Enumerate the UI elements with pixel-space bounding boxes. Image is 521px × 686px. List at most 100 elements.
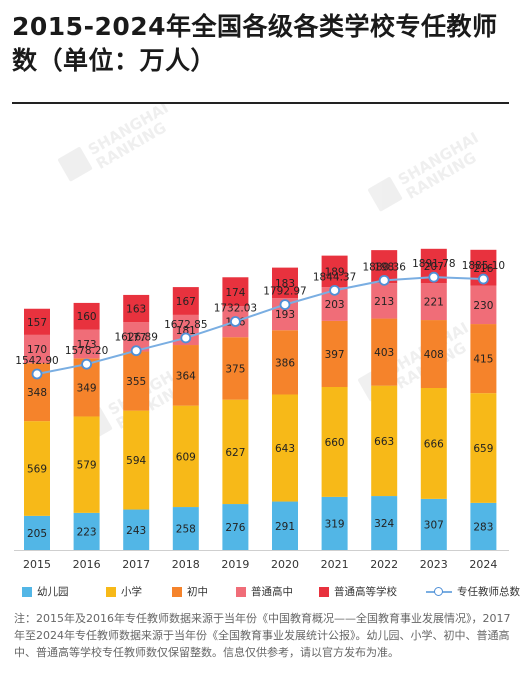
- bar-value-label: 403: [374, 347, 394, 359]
- total-point: [378, 274, 390, 286]
- bar-value-label: 183: [275, 278, 295, 290]
- title-divider: [12, 102, 509, 104]
- bar-value-label: 663: [374, 436, 394, 448]
- x-tick-label: 2015: [23, 558, 51, 571]
- total-value-label: 1844.37: [313, 271, 356, 283]
- bar-value-label: 193: [275, 309, 295, 321]
- total-point: [31, 368, 43, 380]
- bar-segment: [272, 501, 298, 550]
- bar-value-label: 203: [325, 299, 345, 311]
- bar-value-label: 213: [374, 296, 394, 308]
- bar-segment: [73, 512, 100, 550]
- bar-value-label: 609: [176, 451, 196, 463]
- bar-segment: [123, 509, 150, 550]
- total-value-label: 1626.89: [114, 332, 157, 344]
- bar-segment: [321, 496, 348, 550]
- bar-value-label: 174: [225, 287, 245, 299]
- bar-value-label: 223: [77, 526, 97, 538]
- x-tick-label: 2024: [469, 558, 497, 571]
- bar-value-label: 167: [176, 296, 196, 308]
- total-point: [180, 332, 192, 344]
- bar-value-label: 307: [424, 519, 444, 531]
- bar-segment: [371, 385, 398, 497]
- bar-segment: [371, 283, 398, 319]
- legend-label: 专任教师总数: [457, 586, 520, 598]
- bar-segment: [123, 410, 150, 510]
- legend-label: 小学: [121, 586, 142, 598]
- bar-segment: [24, 308, 50, 335]
- x-tick-label: 2020: [271, 558, 299, 571]
- bar-value-label: 207: [424, 261, 444, 273]
- bar-segment: [420, 387, 447, 499]
- total-point: [279, 299, 291, 311]
- bar-segment: [73, 302, 100, 330]
- bar-segment: [470, 285, 497, 325]
- bar-value-label: 569: [27, 463, 47, 475]
- legend-line-marker: [426, 586, 452, 597]
- bar-segment: [73, 329, 100, 359]
- x-tick-label: 2018: [172, 558, 200, 571]
- bar-value-label: 243: [126, 525, 146, 537]
- bar-value-label: 221: [424, 297, 444, 309]
- bar-value-label: 291: [275, 521, 295, 533]
- total-value-label: 1792.97: [263, 286, 306, 298]
- stacked-bar-chart: SHANGHAIRANKINGSHANGHAIRANKINGSHANGHAIRA…: [14, 104, 509, 571]
- bar-value-label: 230: [473, 300, 493, 312]
- bar-segment: [222, 399, 249, 505]
- legend-swatch: [319, 586, 329, 597]
- x-tick-label: 2016: [73, 558, 101, 571]
- total-value-label: 1672.85: [164, 319, 207, 331]
- legend-label: 普通高等学校: [334, 586, 397, 598]
- bar-value-label: 349: [77, 382, 97, 394]
- bar-value-label: 579: [77, 460, 97, 472]
- bar-segment: [24, 515, 50, 550]
- bar-value-label: 258: [176, 524, 196, 536]
- legend-swatch: [172, 586, 182, 597]
- bar-segment: [321, 320, 348, 387]
- bar-segment: [123, 351, 150, 411]
- legend-item: 幼儿园: [22, 584, 69, 599]
- bar-segment: [172, 345, 199, 406]
- bar-value-label: 324: [374, 518, 394, 530]
- total-point: [130, 345, 142, 357]
- total-point: [477, 273, 489, 285]
- legend-label: 幼儿园: [37, 586, 69, 598]
- total-point: [428, 271, 440, 283]
- footnote: 注：2015年及2016年专任教师数据来源于当年份《中国教育概况——全国教育事业…: [14, 612, 511, 659]
- bar-value-label: 276: [225, 522, 245, 534]
- bar-segment: [470, 324, 497, 394]
- bar-segment: [321, 386, 348, 497]
- bar-segment: [172, 287, 199, 315]
- bar-segment: [470, 393, 497, 503]
- bar-value-label: 283: [473, 521, 493, 533]
- bar-value-label: 627: [225, 447, 245, 459]
- bar-segment: [24, 334, 50, 364]
- bar-value-label: 181: [176, 325, 196, 337]
- bar-segment: [371, 496, 398, 550]
- legend: 幼儿园 小学 初中 普通高中 普通高等学校 专任教师总数: [14, 584, 520, 600]
- bar-value-label: 205: [27, 528, 47, 540]
- bar-value-label: 198: [374, 262, 394, 274]
- bar-value-label: 375: [225, 363, 245, 375]
- bar-value-label: 170: [27, 344, 47, 356]
- x-tick-label: 2019: [221, 558, 249, 571]
- bar-value-label: 157: [27, 317, 47, 329]
- bar-value-label: 173: [77, 339, 97, 351]
- bar-value-label: 348: [27, 387, 47, 399]
- legend-swatch: [236, 586, 246, 597]
- bar-value-label: 163: [126, 303, 146, 315]
- bar-value-label: 355: [126, 376, 146, 388]
- bar-value-label: 643: [275, 443, 295, 455]
- legend-item: 专任教师总数: [426, 584, 520, 599]
- total-value-label: 1578.20: [65, 345, 108, 357]
- bar-segment: [222, 337, 249, 400]
- bar-value-label: 659: [473, 443, 493, 455]
- legend-label: 普通高中: [251, 586, 293, 598]
- bar-segment: [470, 502, 497, 550]
- bar-segment: [371, 318, 398, 386]
- bar-segment: [24, 421, 50, 516]
- total-point: [329, 284, 341, 296]
- page-title: 2015-2024年全国各级各类学校专任教师数（单位：万人）: [12, 12, 498, 75]
